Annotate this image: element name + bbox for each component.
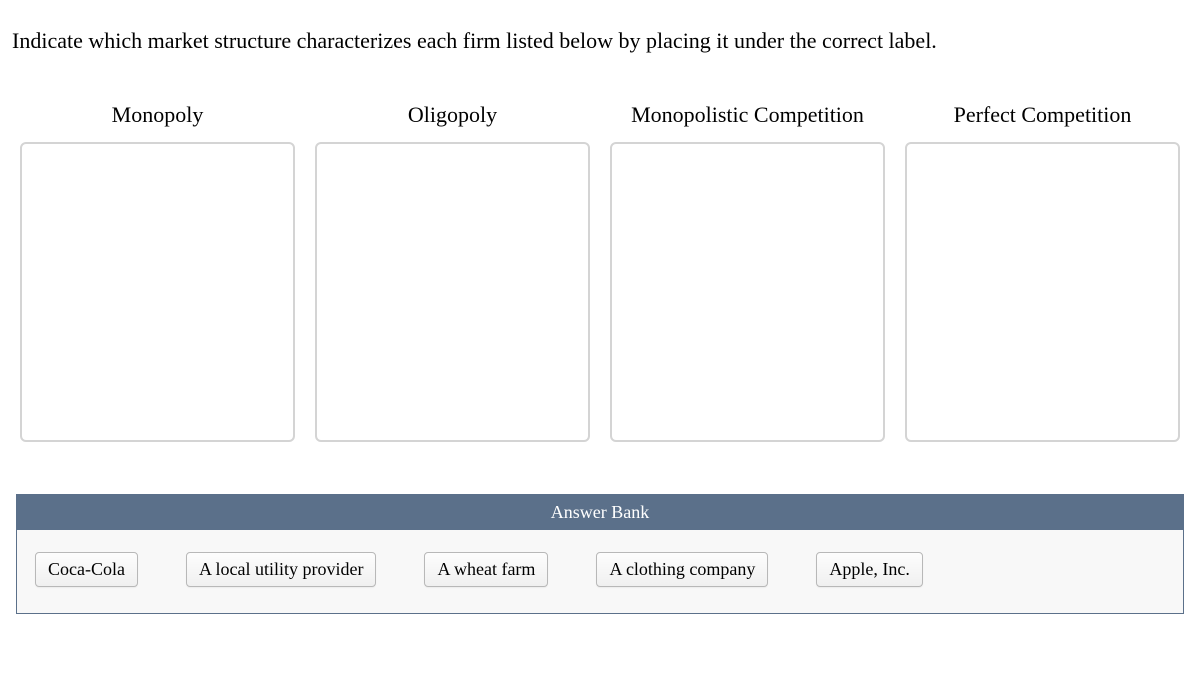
drop-zones-container: Monopoly Oligopoly Monopolistic Competit… <box>12 102 1188 442</box>
zone-label-monopoly: Monopoly <box>20 102 295 128</box>
answer-bank: Answer Bank Coca-Cola A local utility pr… <box>16 494 1184 614</box>
tile-apple-inc[interactable]: Apple, Inc. <box>816 552 922 587</box>
drop-box-oligopoly[interactable] <box>315 142 590 442</box>
question-prompt: Indicate which market structure characte… <box>12 28 1188 54</box>
zone-label-perfect-competition: Perfect Competition <box>905 102 1180 128</box>
zone-monopolistic-competition: Monopolistic Competition <box>610 102 885 442</box>
tile-wheat-farm[interactable]: A wheat farm <box>424 552 548 587</box>
drop-box-monopolistic-competition[interactable] <box>610 142 885 442</box>
zone-label-oligopoly: Oligopoly <box>315 102 590 128</box>
answer-bank-body: Coca-Cola A local utility provider A whe… <box>17 530 1183 613</box>
zone-label-monopolistic-competition: Monopolistic Competition <box>610 102 885 128</box>
drop-box-monopoly[interactable] <box>20 142 295 442</box>
drop-box-perfect-competition[interactable] <box>905 142 1180 442</box>
zone-oligopoly: Oligopoly <box>315 102 590 442</box>
answer-bank-header: Answer Bank <box>17 495 1183 530</box>
zone-monopoly: Monopoly <box>20 102 295 442</box>
tile-clothing-company[interactable]: A clothing company <box>596 552 768 587</box>
tile-coca-cola[interactable]: Coca-Cola <box>35 552 138 587</box>
zone-perfect-competition: Perfect Competition <box>905 102 1180 442</box>
tile-local-utility[interactable]: A local utility provider <box>186 552 376 587</box>
